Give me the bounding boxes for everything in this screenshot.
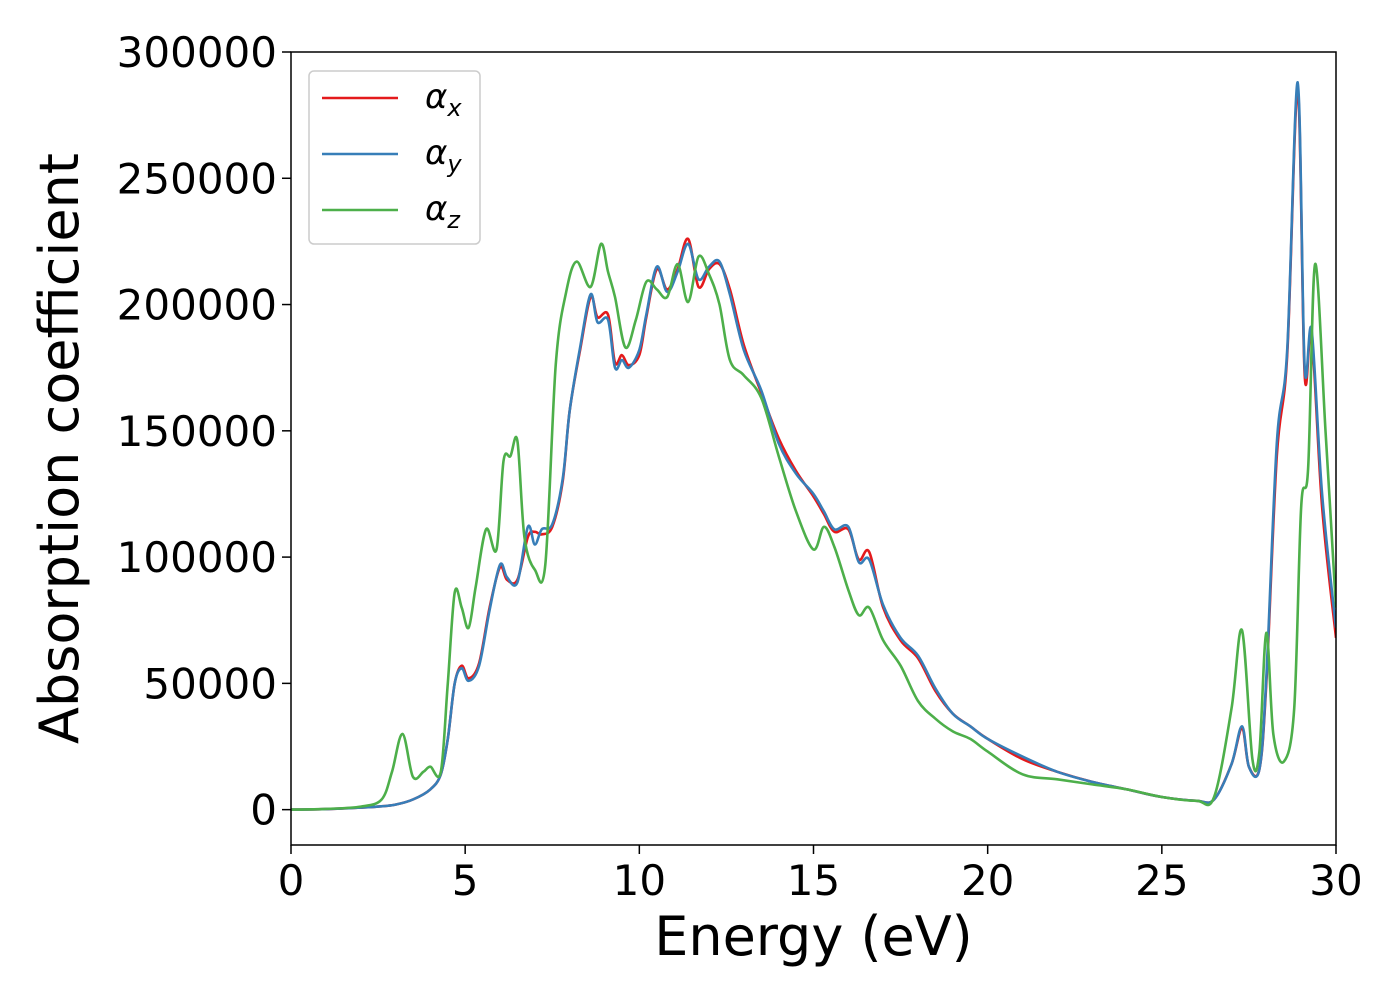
x-tick-label: 0: [278, 856, 305, 905]
series-layer: [291, 80, 1336, 811]
legend-box: [308, 70, 481, 245]
y-tick-label: 300000: [117, 28, 277, 77]
y-axis-ticks: 0 50000 100000 150000 200000 250000 300000: [117, 28, 291, 835]
legend-label-z: αz: [425, 189, 461, 234]
y-tick-label: 150000: [117, 407, 277, 456]
x-tick-label: 15: [787, 856, 840, 905]
legend-label-x: αx: [425, 77, 462, 122]
series-line-y: [291, 80, 1336, 811]
legend: αx αy αz: [308, 70, 481, 245]
x-tick-label: 20: [961, 856, 1014, 905]
x-tick-label: 5: [452, 856, 479, 905]
y-axis-label: Absorption coefficient: [28, 153, 91, 744]
y-tick-label: 100000: [117, 533, 277, 582]
x-tick-label: 10: [613, 856, 666, 905]
x-axis-ticks: 0 5 10 15 20 25 30: [278, 845, 1363, 905]
y-tick-label: 0: [250, 786, 277, 835]
legend-label-y: αy: [425, 133, 462, 178]
series-line-z: [291, 242, 1336, 811]
y-tick-label: 50000: [143, 659, 277, 708]
y-tick-label: 200000: [117, 281, 277, 330]
x-tick-label: 25: [1135, 856, 1188, 905]
x-tick-label: 30: [1309, 856, 1362, 905]
y-tick-label: 250000: [117, 154, 277, 203]
x-axis-label: Energy (eV): [654, 905, 973, 968]
